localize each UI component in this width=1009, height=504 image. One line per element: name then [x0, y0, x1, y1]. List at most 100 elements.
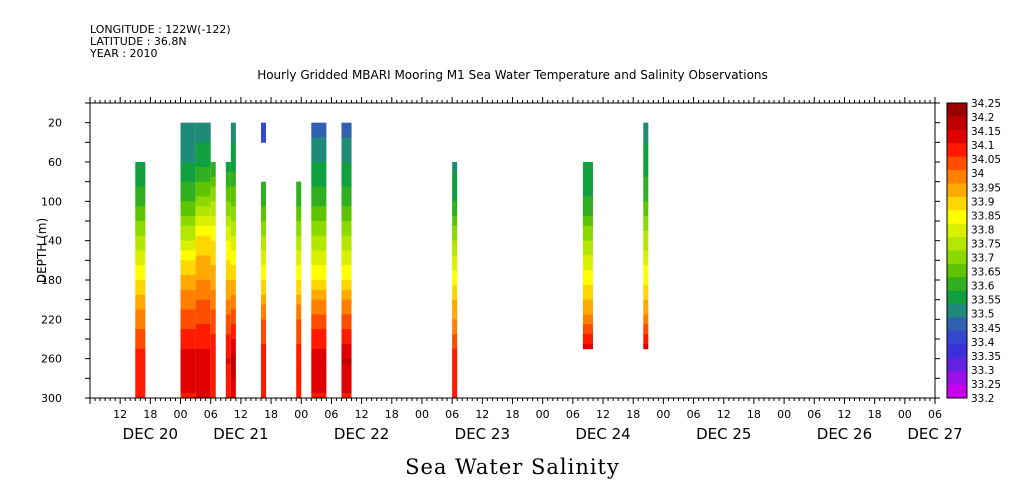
year-label: YEAR : 2010 — [90, 47, 158, 60]
heatmap-cell — [296, 289, 302, 296]
heatmap-cell — [135, 166, 146, 173]
heatmap-cell — [311, 388, 327, 394]
heatmap-cell — [195, 334, 211, 340]
heatmap-cell — [311, 137, 327, 143]
heatmap-cell — [311, 280, 327, 286]
heatmap-cell — [135, 294, 146, 301]
heatmap-cell — [225, 358, 231, 364]
heatmap-cell — [452, 201, 458, 207]
heatmap-cell — [210, 388, 216, 394]
heatmap-cell — [643, 255, 649, 261]
x-day-label: DEC 24 — [575, 425, 630, 443]
heatmap-cell — [261, 191, 267, 197]
heatmap-cell — [135, 216, 146, 222]
x-tick-label: 06 — [324, 408, 338, 421]
heatmap-cell — [135, 319, 146, 325]
colorbar-label: 34.2 — [971, 112, 994, 124]
heatmap-cell — [135, 191, 146, 197]
heatmap-cell — [311, 309, 327, 315]
y-tick-label: 140 — [41, 235, 62, 248]
heatmap-cell — [180, 383, 196, 389]
heatmap-cell — [261, 373, 267, 379]
colorbar-swatch — [947, 277, 967, 292]
heatmap-cell — [230, 162, 236, 168]
heatmap-cell — [180, 152, 196, 158]
x-tick-label: 06 — [687, 408, 701, 421]
heatmap-cell — [230, 329, 236, 335]
latitude-label: LATITUDE : 36.8N — [90, 35, 187, 48]
heatmap-cell — [195, 250, 211, 256]
heatmap-cell — [180, 196, 196, 202]
heatmap-cell — [225, 225, 231, 232]
heatmap-cell — [296, 275, 302, 281]
heatmap-cell — [643, 250, 649, 256]
heatmap-cell — [210, 211, 216, 217]
heatmap-cell — [230, 368, 236, 374]
heatmap-cell — [225, 314, 231, 320]
heatmap-cell — [311, 363, 327, 369]
colorbar-label: 33.55 — [971, 295, 1001, 307]
heatmap-cell — [135, 255, 146, 261]
heatmap-cell — [341, 284, 352, 291]
heatmap-cell — [643, 280, 649, 286]
heatmap-cell — [210, 304, 216, 310]
heatmap-cell — [135, 348, 146, 355]
heatmap-cell — [643, 211, 649, 217]
heatmap-cell — [643, 299, 649, 305]
heatmap-cell — [452, 270, 458, 276]
heatmap-cell — [311, 132, 327, 138]
heatmap-cell — [341, 265, 352, 271]
x-tick-label: 06 — [445, 408, 459, 421]
x-tick-label: 06 — [928, 408, 942, 421]
heatmap-cell — [582, 294, 593, 301]
heatmap-cell — [180, 378, 196, 384]
heatmap-cell — [195, 186, 211, 192]
heatmap-cell — [195, 368, 211, 374]
heatmap-cell — [180, 348, 196, 355]
heatmap-cell — [230, 314, 236, 320]
heatmap-cell — [230, 216, 236, 222]
heatmap-cell — [296, 299, 302, 305]
heatmap-cell — [452, 358, 458, 364]
heatmap-cell — [195, 191, 211, 197]
heatmap-cell — [643, 289, 649, 296]
heatmap-cell — [296, 181, 302, 187]
metadata-block: LONGITUDE : 122W(-122) LATITUDE : 36.8N … — [90, 24, 231, 60]
heatmap-cell — [195, 329, 211, 335]
heatmap-cell — [225, 289, 231, 296]
heatmap-cell — [643, 147, 649, 153]
heatmap-cell — [311, 358, 327, 364]
heatmap-cell — [296, 393, 302, 399]
heatmap-cell — [195, 255, 211, 261]
heatmap-cell — [296, 196, 302, 202]
heatmap-cell — [135, 280, 146, 286]
heatmap-cell — [296, 363, 302, 369]
heatmap-cell — [230, 181, 236, 187]
heatmap-cell — [195, 324, 211, 330]
heatmap-cell — [341, 393, 352, 399]
heatmap-cell — [296, 329, 302, 335]
heatmap-cell — [210, 162, 216, 168]
heatmap-cell — [452, 309, 458, 315]
heatmap-cell — [311, 329, 327, 335]
plot-frame — [89, 102, 936, 399]
heatmap-cell — [296, 191, 302, 197]
heatmap-cell — [135, 363, 146, 369]
colorbar: 34.25 34.2 34.15 34.1 34.05 34 33.95 33.9 33.85 3… — [946, 98, 1001, 405]
heatmap-cell — [210, 196, 216, 202]
heatmap-cell — [195, 339, 211, 345]
colorbar-label: 34.15 — [971, 126, 1001, 138]
heatmap-cell — [230, 147, 236, 153]
heatmap-cell — [225, 324, 231, 330]
heatmap-cell — [195, 284, 211, 291]
heatmap-cell — [180, 137, 196, 143]
heatmap-cell — [341, 142, 352, 148]
heatmap-cell — [296, 280, 302, 286]
heatmap-cell — [341, 353, 352, 360]
colorbar-swatch — [947, 156, 967, 171]
heatmap-cell — [195, 260, 211, 266]
heatmap-cell — [195, 211, 211, 217]
heatmap-cell — [341, 314, 352, 320]
x-tick-label: 06 — [566, 408, 580, 421]
heatmap-cell — [180, 240, 196, 246]
